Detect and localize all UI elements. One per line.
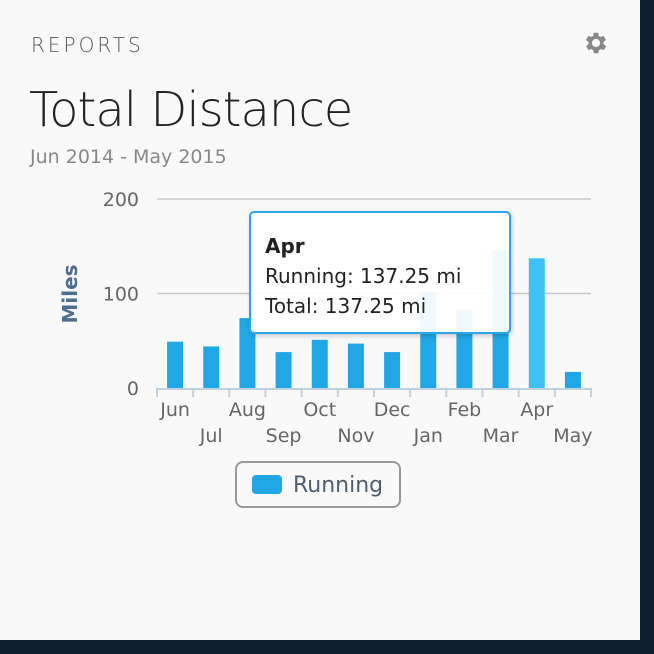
x-tick-label: Nov — [337, 425, 374, 447]
bar-may — [564, 371, 581, 388]
x-tick-label: May — [553, 425, 592, 447]
bar-sep — [275, 352, 292, 388]
reports-card: REPORTS Total Distance Jun 2014 - May 20… — [0, 0, 640, 640]
bar-jul — [203, 346, 220, 388]
tooltip-running: Running: 137.25 mi — [265, 264, 462, 288]
x-tick-label: Oct — [303, 399, 336, 421]
x-tick-label: Mar — [483, 425, 519, 447]
x-tick-label: Feb — [448, 399, 482, 421]
page-title: Total Distance — [29, 82, 353, 138]
tooltip-title: Apr — [265, 234, 305, 258]
x-tick-label: Aug — [229, 399, 266, 421]
bar-apr — [528, 258, 545, 388]
legend-swatch — [252, 475, 282, 494]
y-tick-label: 200 — [103, 189, 139, 211]
bar-dec — [384, 352, 401, 388]
bar-jun — [167, 341, 184, 388]
tooltip-total: Total: 137.25 mi — [265, 294, 427, 318]
legend-item-running[interactable]: Running — [235, 461, 401, 508]
x-tick-label: Jun — [159, 399, 190, 421]
gear-icon[interactable] — [582, 29, 610, 57]
section-eyebrow: REPORTS — [31, 33, 144, 57]
x-tick-label: Jul — [199, 425, 223, 447]
y-tick-label: 100 — [103, 284, 139, 306]
x-tick-label: Apr — [520, 399, 553, 421]
y-axis-label: Miles — [58, 264, 82, 323]
x-tick-label: Dec — [374, 399, 411, 421]
x-tick-label: Sep — [266, 425, 302, 447]
tooltip: Apr Running: 137.25 mi Total: 137.25 mi — [249, 211, 511, 334]
legend-label: Running — [293, 473, 384, 498]
x-tick-label: Jan — [413, 425, 443, 447]
bar-nov — [347, 343, 364, 388]
date-range: Jun 2014 - May 2015 — [30, 146, 227, 168]
bar-aug — [239, 318, 256, 388]
y-tick-label: 0 — [127, 378, 139, 400]
bar-chart: Miles 0 100 200 Jun Jul AugSepOctNovDecJanFeb… — [58, 189, 593, 447]
bar-oct — [311, 339, 328, 388]
